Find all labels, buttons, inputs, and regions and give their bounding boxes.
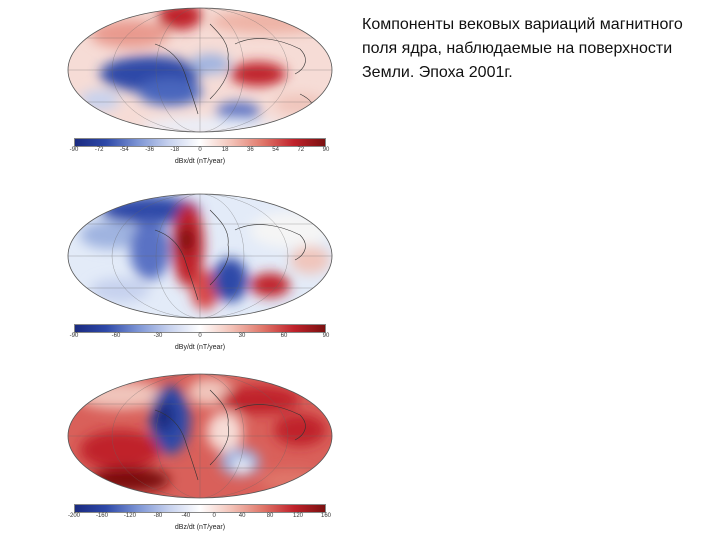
map-panel-dbx: -90 -72 -54 -36 -18 0 18 36 54 72 90 dBx… bbox=[60, 4, 340, 165]
tick-label: 160 bbox=[320, 513, 332, 519]
tick-label: -40 bbox=[181, 513, 191, 519]
tick-label: 90 bbox=[322, 147, 330, 153]
colorbar-dby bbox=[74, 324, 326, 333]
tick-label: -80 bbox=[153, 513, 163, 519]
colorbar-ticks-dbz: -200 -160 -120 -80 -40 0 40 80 120 160 bbox=[68, 513, 331, 523]
tick-label: -160 bbox=[95, 513, 108, 519]
colorbar-label-dbz: dBz/dt (nT/year) bbox=[174, 524, 226, 531]
tick-label: -90 bbox=[69, 147, 79, 153]
tick-label: 90 bbox=[322, 333, 330, 339]
tick-label: -90 bbox=[69, 333, 79, 339]
tick-label: -120 bbox=[123, 513, 136, 519]
tick-label: 80 bbox=[266, 513, 274, 519]
colorbar-ticks-dbx: -90 -72 -54 -36 -18 0 18 36 54 72 90 bbox=[70, 147, 330, 157]
tick-label: 120 bbox=[293, 513, 304, 519]
tick-label: 30 bbox=[238, 333, 246, 339]
tick-label: 0 bbox=[198, 147, 202, 153]
colorbar-label-dbx: dBx/dt (nT/year) bbox=[174, 158, 226, 165]
colorbar-dbz bbox=[74, 504, 326, 513]
tick-label: 0 bbox=[198, 333, 202, 339]
tick-label: -60 bbox=[111, 333, 121, 339]
colorbar-label-dby: dBy/dt (nT/year) bbox=[174, 344, 226, 351]
tick-label: -36 bbox=[145, 147, 154, 153]
tick-label: -30 bbox=[153, 333, 163, 339]
world-map-dby bbox=[67, 193, 333, 319]
tick-label: 18 bbox=[221, 147, 229, 153]
tick-label: 40 bbox=[238, 513, 246, 519]
map-panel-dbz: -200 -160 -120 -80 -40 0 40 80 120 160 d… bbox=[60, 370, 340, 531]
world-map-dbx bbox=[67, 7, 333, 133]
tick-label: 36 bbox=[247, 147, 254, 153]
tick-label: 60 bbox=[280, 333, 288, 339]
map-panel-dby: -90 -60 -30 0 30 60 90 dBy/dt (nT/year) bbox=[60, 190, 340, 351]
tick-label: 54 bbox=[272, 147, 279, 153]
colorbar-ticks-dby: -90 -60 -30 0 30 60 90 bbox=[70, 333, 330, 343]
tick-label: -54 bbox=[120, 147, 129, 153]
tick-label: -72 bbox=[94, 147, 104, 153]
tick-label: 72 bbox=[297, 147, 305, 153]
world-map-dbz bbox=[67, 373, 333, 499]
colorbar-dbx bbox=[74, 138, 326, 147]
tick-label: -200 bbox=[67, 513, 81, 519]
slide-caption: Компоненты вековых вариаций магнитного п… bbox=[362, 16, 683, 81]
tick-label: 0 bbox=[212, 513, 216, 519]
tick-label: -18 bbox=[170, 147, 180, 153]
